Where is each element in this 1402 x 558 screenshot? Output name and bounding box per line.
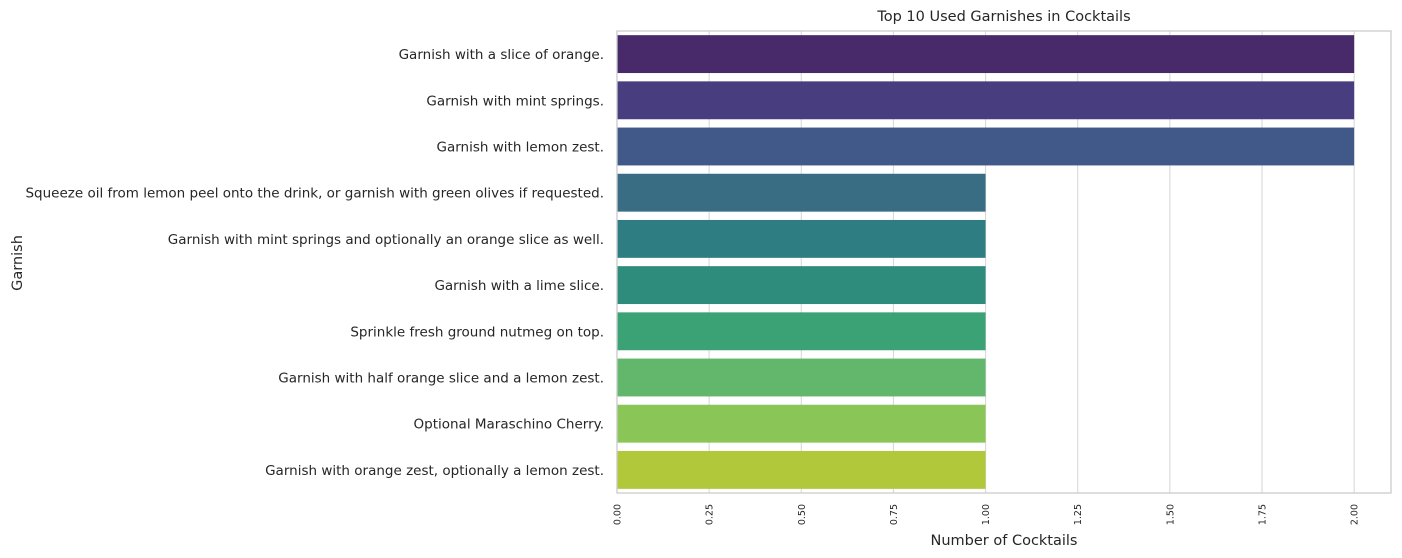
bar [617,312,986,351]
category-label: Garnish with half orange slice and a lem… [278,371,604,387]
bar [617,358,986,397]
x-tick-label: 1.25 [1073,504,1084,525]
category-label: Sprinkle fresh ground nutmeg on top. [350,324,604,340]
category-label: Garnish with mint springs and optionally… [168,232,604,248]
x-tick-labels: 0.00 0.25 0.50 0.75 1.00 1.25 1.50 1.75 2.00 [613,504,1361,525]
plot-frame [616,30,1392,494]
x-axis-label: Number of Cocktails [931,533,1078,549]
bar [617,450,986,489]
x-tick-label: 1.75 [1258,504,1269,525]
bar [617,35,1355,74]
category-label: Garnish with a slice of orange. [399,47,604,63]
bar [617,404,986,443]
y-axis-label: Garnish [10,235,26,291]
category-label: Garnish with a lime slice. [434,278,604,294]
category-label: Garnish with mint springs. [426,93,604,109]
bar [617,127,1355,166]
bar [617,219,986,258]
bar [617,81,1355,120]
bar [617,173,986,212]
category-label: Squeeze oil from lemon peel onto the dri… [25,186,604,202]
chart-title: Top 10 Used Garnishes in Cocktails [876,9,1130,25]
bars [617,35,1355,489]
x-tick-label: 0.50 [797,504,808,525]
x-tick-label: 2.00 [1350,504,1361,525]
x-tick-label: 1.00 [981,504,992,525]
category-label: Optional Maraschino Cherry. [414,417,605,433]
x-tick-label: 0.00 [613,504,624,525]
bar [617,266,986,305]
x-tick-label: 0.25 [705,504,716,525]
x-tick-label: 0.75 [889,504,900,525]
category-label: Garnish with lemon zest. [437,140,605,156]
category-labels: Garnish with a slice of orange. Garnish w… [25,47,604,479]
category-label: Garnish with orange zest, optionally a l… [265,463,604,479]
x-tick-label: 1.50 [1165,504,1176,525]
